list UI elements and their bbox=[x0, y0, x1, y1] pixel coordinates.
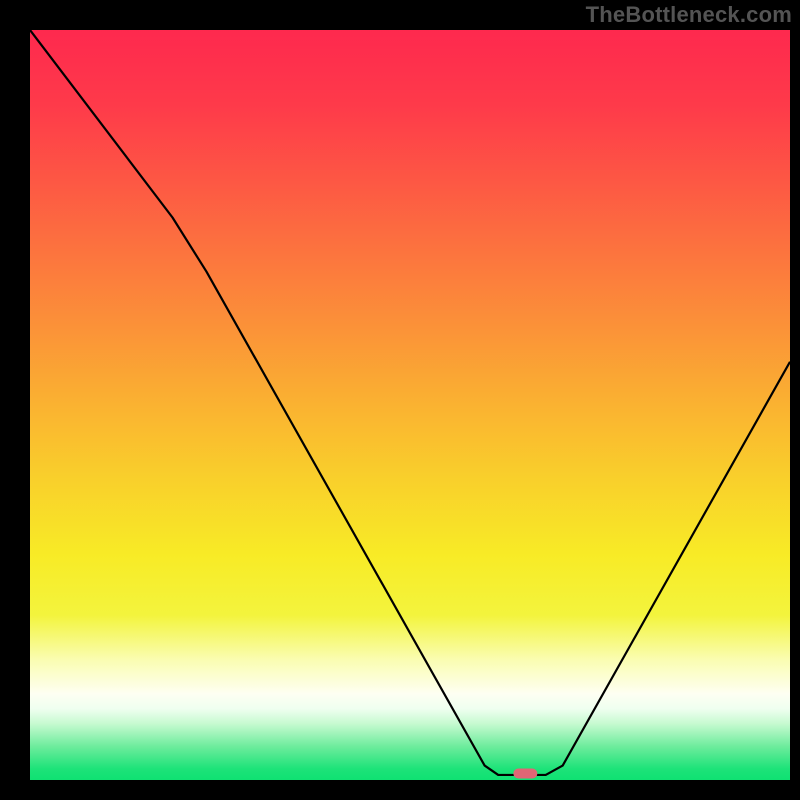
optimal-marker bbox=[513, 769, 537, 779]
watermark-text: TheBottleneck.com bbox=[586, 2, 792, 28]
chart-svg bbox=[0, 0, 800, 800]
plot-background bbox=[30, 30, 790, 780]
